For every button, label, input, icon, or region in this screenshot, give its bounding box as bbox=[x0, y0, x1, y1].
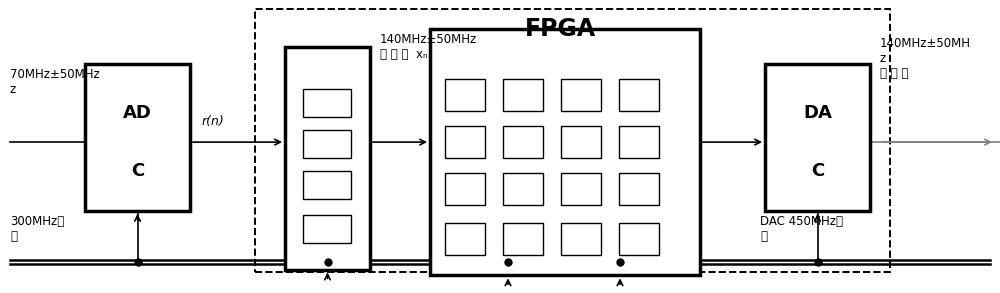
Bar bbox=[561, 79, 601, 111]
Text: 300MHz口
口: 300MHz口 口 bbox=[10, 214, 64, 243]
Bar bbox=[303, 89, 351, 117]
Bar bbox=[765, 64, 870, 211]
Bar bbox=[303, 130, 351, 158]
Bar bbox=[503, 126, 543, 158]
Text: 70MHz±50MHz
z: 70MHz±50MHz z bbox=[10, 68, 100, 96]
Text: r(n): r(n) bbox=[202, 115, 225, 128]
Bar bbox=[619, 173, 659, 205]
Bar bbox=[445, 173, 485, 205]
Text: 140MHz±50MHz
口 口 口  xₙ: 140MHz±50MHz 口 口 口 xₙ bbox=[380, 33, 477, 61]
Bar bbox=[303, 171, 351, 199]
Text: 140MHz±50MH
z
口 口 口: 140MHz±50MH z 口 口 口 bbox=[880, 37, 971, 80]
Bar bbox=[255, 9, 890, 272]
Text: C: C bbox=[811, 162, 824, 180]
Bar bbox=[619, 79, 659, 111]
Bar bbox=[503, 79, 543, 111]
Bar bbox=[503, 173, 543, 205]
Bar bbox=[303, 215, 351, 243]
Bar bbox=[619, 126, 659, 158]
Bar bbox=[503, 223, 543, 255]
Text: FPGA: FPGA bbox=[524, 17, 596, 41]
Text: DAC 450MHz口
口: DAC 450MHz口 口 bbox=[760, 214, 843, 243]
Bar bbox=[561, 173, 601, 205]
Bar bbox=[285, 47, 370, 270]
Bar bbox=[430, 29, 700, 275]
Text: AD: AD bbox=[123, 104, 152, 122]
Text: DA: DA bbox=[803, 104, 832, 122]
Bar bbox=[561, 223, 601, 255]
Text: C: C bbox=[131, 162, 144, 180]
Bar bbox=[619, 223, 659, 255]
Bar bbox=[445, 126, 485, 158]
Bar bbox=[561, 126, 601, 158]
Bar bbox=[445, 223, 485, 255]
Bar bbox=[85, 64, 190, 211]
Bar bbox=[445, 79, 485, 111]
